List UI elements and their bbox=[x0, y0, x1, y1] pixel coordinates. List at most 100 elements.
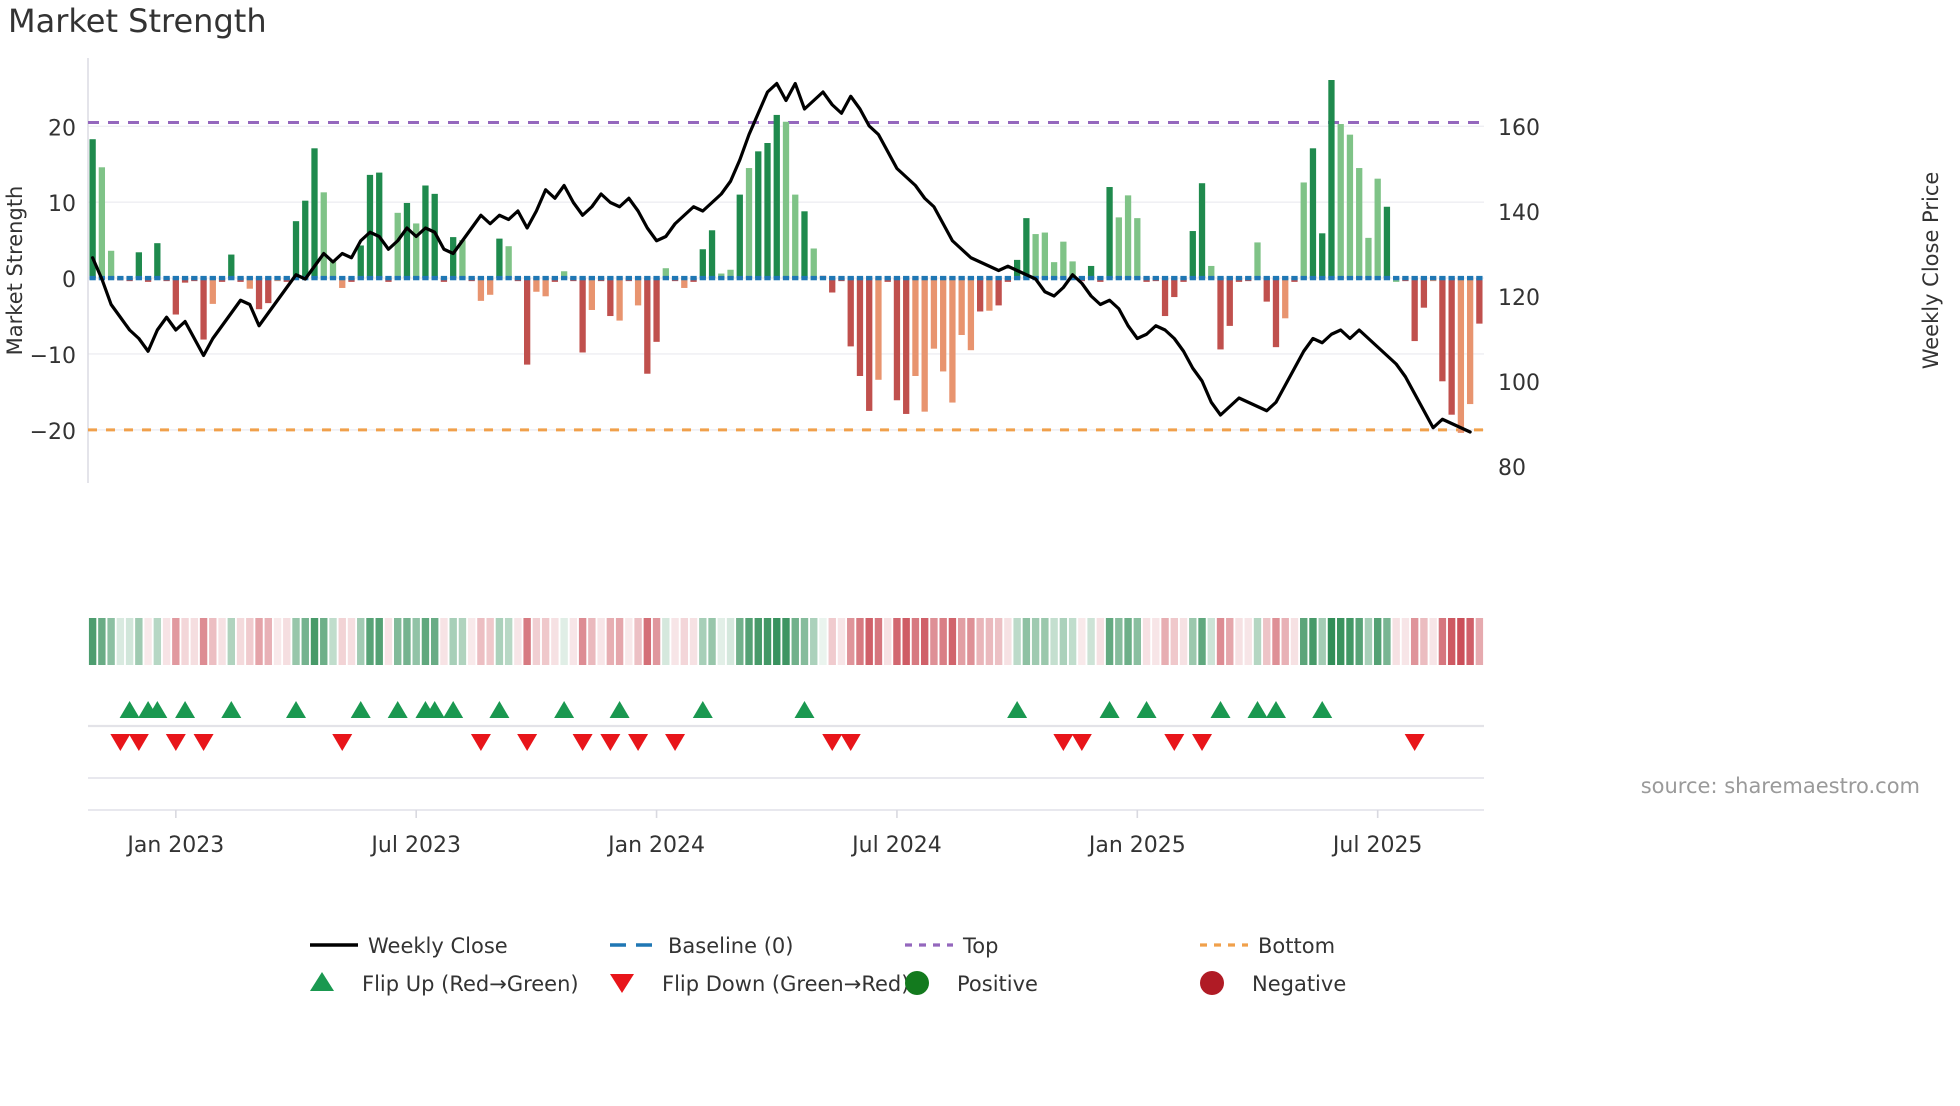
heatmap-cell bbox=[1078, 618, 1086, 665]
baseline-segment bbox=[1374, 275, 1381, 281]
bar bbox=[653, 278, 660, 342]
baseline-segment bbox=[949, 275, 956, 281]
baseline-segment bbox=[255, 275, 263, 281]
heatmap-cell bbox=[1429, 618, 1437, 665]
bar bbox=[977, 278, 984, 312]
flip-up-marker bbox=[119, 701, 140, 718]
bar bbox=[320, 192, 327, 279]
baseline-segment bbox=[440, 275, 448, 281]
bar bbox=[764, 143, 771, 279]
heatmap-cell bbox=[366, 618, 374, 665]
baseline-segment bbox=[450, 275, 457, 281]
heatmap-cell bbox=[347, 618, 356, 665]
bar bbox=[487, 278, 494, 295]
baseline-segment bbox=[1291, 275, 1298, 281]
heatmap-cell bbox=[1059, 618, 1068, 665]
heatmap-cell bbox=[1189, 618, 1197, 665]
heatmap-cell bbox=[514, 618, 522, 665]
flip-down-marker bbox=[470, 734, 491, 751]
legend-label-negative: Negative bbox=[1252, 972, 1346, 996]
heatmap-cell bbox=[135, 618, 143, 665]
bar bbox=[357, 245, 364, 279]
bar bbox=[1023, 218, 1030, 279]
heatmap-cell bbox=[412, 618, 420, 665]
heatmap-cell bbox=[1142, 618, 1151, 665]
bar bbox=[912, 278, 919, 376]
heatmap-cell bbox=[1438, 618, 1447, 665]
legend-label-flip-down: Flip Down (Green→Red) bbox=[662, 972, 909, 996]
weekly-close-line bbox=[91, 81, 1472, 434]
heatmap-cell bbox=[504, 618, 513, 665]
bar bbox=[339, 278, 346, 288]
legend-marker-flip-down bbox=[610, 974, 634, 993]
baseline-segment bbox=[1152, 275, 1159, 281]
baseline-segment bbox=[431, 275, 438, 281]
baseline-segment bbox=[477, 275, 485, 281]
heatmap-cell bbox=[125, 618, 134, 665]
heatmap-cell bbox=[1031, 618, 1040, 665]
heatmap-cell bbox=[1087, 618, 1095, 665]
heatmap-cell bbox=[375, 618, 383, 665]
flip-up-marker bbox=[175, 701, 196, 718]
bar bbox=[1319, 233, 1326, 279]
heatmap-cell bbox=[615, 618, 624, 665]
flip-down-marker bbox=[110, 734, 131, 751]
bar bbox=[1466, 278, 1474, 405]
heatmap-cell bbox=[1133, 618, 1142, 665]
baseline-segment bbox=[1263, 275, 1270, 281]
bar bbox=[542, 278, 549, 297]
heatmap-cell bbox=[893, 618, 901, 665]
baseline-segment bbox=[209, 275, 216, 281]
bar bbox=[1171, 278, 1178, 298]
baseline-segment bbox=[487, 275, 494, 281]
axis-tick-x-1: Jul 2023 bbox=[369, 833, 461, 858]
baseline-segment bbox=[135, 275, 142, 281]
heatmap-cell bbox=[782, 618, 790, 665]
axis-tick-left-1: 10 bbox=[48, 192, 76, 217]
legend-label-bottom: Bottom bbox=[1258, 934, 1335, 958]
flip-up-marker bbox=[794, 701, 815, 718]
flip-up-marker bbox=[350, 701, 371, 718]
baseline-segment bbox=[191, 275, 198, 281]
heatmap-cell bbox=[847, 618, 855, 665]
flip-up-marker bbox=[609, 701, 630, 718]
flip-up-marker bbox=[1099, 701, 1120, 718]
baseline-segment bbox=[1476, 275, 1483, 281]
heatmap-cell bbox=[394, 618, 402, 665]
heatmap-cell bbox=[1068, 618, 1077, 665]
heatmap-cell bbox=[1115, 618, 1123, 665]
baseline-segment bbox=[1115, 275, 1122, 281]
axis-tick-left-0: 20 bbox=[48, 116, 76, 141]
heatmap-cell bbox=[1253, 618, 1262, 665]
bar bbox=[949, 278, 956, 403]
axis-tick-x-2: Jan 2024 bbox=[606, 833, 705, 858]
baseline-segment bbox=[126, 275, 133, 281]
heatmap-cell bbox=[828, 618, 836, 665]
baseline-segment bbox=[903, 275, 910, 281]
heatmap-cell bbox=[985, 618, 994, 665]
baseline-segment bbox=[625, 275, 632, 281]
baseline-segment bbox=[283, 275, 290, 281]
bar bbox=[366, 174, 374, 279]
heatmap-cell bbox=[264, 618, 272, 665]
heatmap-cell bbox=[736, 618, 744, 665]
baseline-segment bbox=[1272, 275, 1280, 281]
baseline-segment bbox=[1430, 275, 1437, 281]
bar bbox=[1272, 278, 1280, 348]
bar bbox=[921, 278, 928, 412]
baseline-segment bbox=[1235, 275, 1243, 281]
baseline-segment bbox=[514, 275, 522, 281]
heatmap-cell bbox=[1207, 618, 1215, 665]
bar bbox=[459, 240, 466, 279]
heatmap-cell bbox=[551, 618, 559, 665]
flip-down-marker bbox=[822, 734, 843, 751]
baseline-segment bbox=[385, 275, 392, 281]
heatmap-cell bbox=[773, 618, 781, 665]
legend-label-top: Top bbox=[962, 934, 998, 958]
bar bbox=[560, 271, 568, 279]
baseline-segment bbox=[718, 275, 725, 281]
baseline-segment bbox=[1383, 275, 1391, 281]
baseline-segment bbox=[829, 275, 836, 281]
axis-tick-right-1: 140 bbox=[1498, 201, 1540, 226]
